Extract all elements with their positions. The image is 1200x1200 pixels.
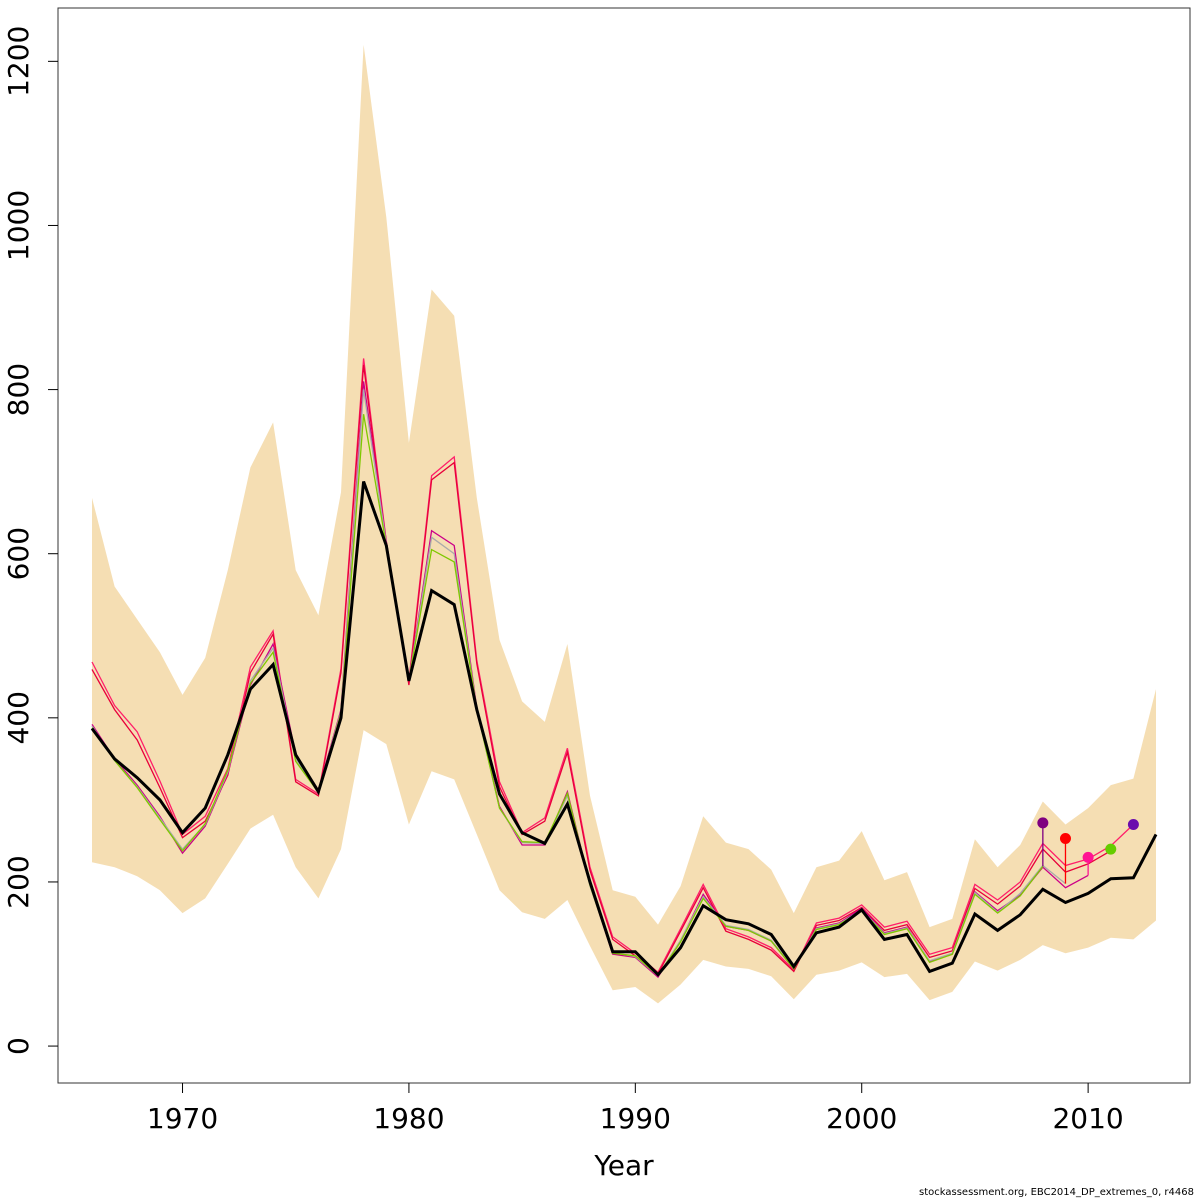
x-tick-label: 2010: [1052, 1102, 1123, 1135]
y-tick-label: 1000: [2, 190, 35, 261]
x-axis: 1970 1980 1990 2000 2010: [147, 1083, 1124, 1135]
series-line-2: [91, 364, 1112, 975]
x-tick-label: 1970: [147, 1102, 218, 1135]
y-tick-label: 200: [2, 855, 35, 908]
confidence-band: [92, 44, 1156, 1004]
x-tick-label: 1990: [600, 1102, 671, 1135]
confidence-band-layer: [92, 44, 1156, 1004]
series-endpoint-dot-2: [1105, 843, 1117, 855]
series-endpoint-dot-5: [1037, 817, 1049, 829]
series-endpoint-dot-1: [1127, 819, 1139, 831]
y-axis: 0 200 400 600 800 1000 1200: [2, 26, 58, 1055]
series-endpoint-dot-4: [1059, 832, 1071, 844]
series-endpoint-dot-3: [1082, 851, 1094, 863]
x-tick-label: 2000: [826, 1102, 897, 1135]
x-tick-label: 1980: [373, 1102, 444, 1135]
y-tick-label: 800: [2, 363, 35, 416]
series-line-5: [91, 414, 1044, 977]
y-tick-label: 1200: [2, 26, 35, 97]
base-series-line: [90, 480, 1158, 977]
series-line-1: [91, 358, 1134, 974]
plot-frame: [57, 7, 1191, 1084]
footnote: stockassessment.org, EBC2014_DP_extremes…: [919, 1187, 1194, 1198]
x-axis-title: Year: [593, 1149, 654, 1182]
y-tick-label: 600: [2, 527, 35, 580]
base-series-layer: [90, 480, 1158, 977]
y-tick-label: 0: [2, 1037, 35, 1055]
endpoint-dots-layer: [1037, 817, 1139, 863]
y-tick-label: 400: [2, 691, 35, 744]
